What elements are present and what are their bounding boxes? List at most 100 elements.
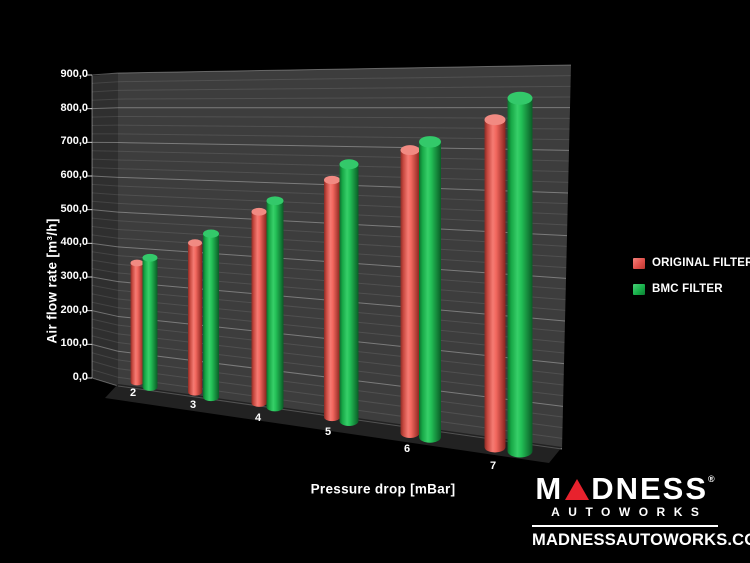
bar-bmc-filter-6	[419, 141, 441, 438]
bar-original-filter-6	[400, 150, 420, 433]
y-axis-tick-label: 300,0	[60, 270, 88, 282]
side-wall-gridline	[91, 167, 119, 170]
bar-original-filter-3	[188, 242, 202, 392]
bar-original-filter-5	[324, 180, 340, 417]
side-wall-gridline	[91, 251, 119, 257]
bar-bmc-filter-4-cap	[266, 196, 284, 206]
back-wall-gridline	[117, 64, 572, 74]
side-wall-gridline	[91, 150, 119, 152]
bar-bmc-filter-6-cap	[419, 136, 441, 148]
side-wall-gridline	[91, 327, 119, 335]
logo-letter-m: M	[535, 470, 564, 506]
legend-item-bmc-filter: BMC FILTER	[633, 283, 750, 295]
side-wall-gridline	[91, 226, 119, 230]
brand-block: M DNESS ® AUTOWORKS MADNESSAUTOWORKS.COM	[532, 470, 750, 550]
bar-original-filter-7-cap	[484, 114, 506, 126]
side-wall-gridline	[91, 310, 119, 317]
side-wall-gridline	[91, 72, 119, 76]
y-axis-tick-label: 600,0	[60, 169, 88, 181]
bar-original-filter-6-cap	[400, 145, 420, 156]
y-axis-tick-label: 900,0	[60, 68, 88, 80]
legend: ORIGINAL FILTER BMC FILTER	[633, 257, 750, 309]
bar-original-filter-7	[484, 119, 506, 447]
chart-bars	[130, 91, 533, 458]
bar-original-filter-2	[130, 263, 144, 382]
red-triangle-icon	[565, 479, 590, 500]
side-wall-gridline	[91, 107, 119, 110]
side-wall-gridline	[91, 259, 119, 265]
side-wall-gridline	[91, 268, 119, 274]
x-axis-tick-label: 7	[489, 460, 497, 472]
legend-swatch-green	[633, 283, 645, 295]
bar-bmc-filter-3-cap	[203, 229, 219, 238]
x-axis-tick-label: 4	[254, 412, 262, 424]
x-axis-title: Pressure drop [mBar]	[310, 481, 456, 497]
chart-floor	[105, 384, 562, 463]
side-wall-gridline	[91, 200, 119, 204]
x-axis-tick-label: 5	[324, 426, 332, 438]
side-wall-gridline	[91, 343, 119, 352]
x-axis-tick-label: 6	[403, 443, 411, 455]
side-wall-gridline	[91, 175, 119, 178]
side-wall-gridline	[91, 98, 119, 101]
bar-bmc-filter-5	[339, 164, 359, 421]
back-wall-gridline	[117, 96, 571, 100]
legend-label: BMC FILTER	[652, 283, 723, 295]
bar-bmc-filter-5-cap	[339, 159, 359, 170]
y-axis-tick-label: 200,0	[60, 303, 88, 316]
bar-bmc-filter-2	[142, 257, 158, 387]
brand-divider	[532, 525, 718, 527]
side-wall-gridline	[91, 81, 119, 84]
bar-original-filter-2-cap	[130, 259, 144, 267]
y-axis-tick-label: 100,0	[60, 337, 88, 350]
brand-website: MADNESSAUTOWORKS.COM	[532, 531, 750, 549]
side-wall-gridline	[91, 217, 119, 222]
side-wall-gridline	[91, 115, 119, 118]
side-wall-gridline	[91, 360, 119, 370]
side-wall-gridline	[91, 318, 119, 326]
side-wall-gridline	[91, 242, 119, 248]
side-wall-gridline	[91, 352, 119, 361]
y-axis-tick-label: 800,0	[60, 101, 88, 114]
side-wall-gridline	[91, 276, 119, 283]
logo-letters-dness: DNESS	[591, 470, 708, 506]
bar-bmc-filter-7	[507, 98, 533, 451]
legend-item-original-filter: ORIGINAL FILTER	[633, 257, 750, 269]
registered-mark: ®	[708, 473, 715, 484]
side-wall-gridline	[91, 192, 119, 196]
back-wall-gridline	[117, 75, 571, 83]
side-wall-gridline	[91, 209, 119, 213]
side-wall-gridline	[91, 369, 119, 378]
x-axis-tick-label: 3	[189, 399, 197, 411]
side-wall-gridline	[91, 284, 119, 291]
y-axis-tick-label: 0,0	[72, 371, 88, 383]
bar-bmc-filter-4	[266, 200, 284, 407]
y-axis-tick-label: 400,0	[60, 236, 88, 249]
bar-bmc-filter-3	[203, 233, 219, 397]
x-axis-tick-label: 2	[129, 387, 137, 399]
y-axis-tick-label: 700,0	[60, 135, 88, 148]
y-axis-title: Air flow rate [m³/h]	[44, 218, 60, 344]
legend-swatch-red	[633, 257, 645, 269]
madness-logo: M DNESS ®	[532, 470, 718, 506]
side-wall-gridline	[91, 301, 119, 309]
bar-original-filter-4-cap	[251, 207, 267, 216]
logo-subtitle: AUTOWORKS	[551, 505, 708, 519]
side-wall-gridline	[91, 335, 119, 344]
side-wall-gridline	[91, 293, 119, 300]
side-wall	[92, 73, 118, 386]
bar-original-filter-3-cap	[188, 239, 202, 247]
side-wall-gridline	[91, 158, 119, 161]
bar-bmc-filter-7-cap	[507, 91, 533, 105]
side-wall-gridline	[91, 234, 119, 239]
bar-original-filter-4	[251, 211, 267, 403]
back-wall-gridline	[117, 85, 571, 91]
side-wall-gridline	[91, 183, 119, 187]
y-axis-tick-label: 500,0	[60, 202, 88, 215]
bar-bmc-filter-2-cap	[142, 253, 158, 262]
side-wall-gridline	[91, 89, 119, 93]
legend-label: ORIGINAL FILTER	[652, 257, 750, 269]
side-wall-gridline	[91, 377, 119, 387]
